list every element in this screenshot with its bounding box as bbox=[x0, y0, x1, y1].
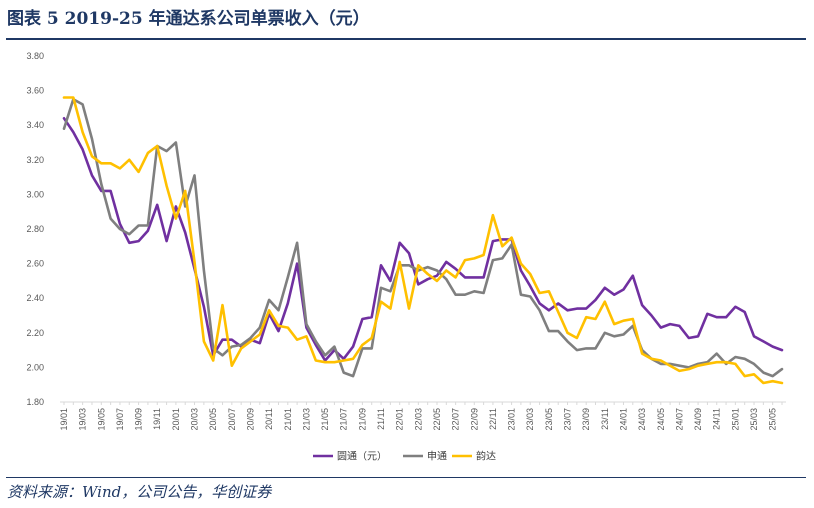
x-tick-label: 19/05 bbox=[96, 408, 106, 431]
x-tick-label: 19/11 bbox=[152, 408, 162, 430]
x-tick-label: 22/11 bbox=[488, 408, 498, 430]
x-tick-label: 23/01 bbox=[507, 408, 517, 431]
legend-label: 韵达 bbox=[476, 450, 496, 463]
y-tick-label: 2.80 bbox=[26, 224, 44, 234]
chart-title: 图表 5 2019-25 年通达系公司单票收入（元） bbox=[7, 9, 370, 29]
x-tick-label: 20/03 bbox=[190, 408, 200, 431]
x-tick-label: 20/09 bbox=[245, 408, 255, 431]
x-tick-label: 21/11 bbox=[376, 408, 386, 430]
title-divider bbox=[6, 38, 806, 40]
x-tick-label: 24/05 bbox=[656, 408, 666, 431]
x-tick-label: 24/07 bbox=[674, 408, 684, 431]
x-tick-label: 22/07 bbox=[451, 408, 461, 431]
x-tick-label: 21/07 bbox=[339, 408, 349, 431]
y-tick-label: 2.20 bbox=[26, 328, 44, 338]
x-tick-label: 19/07 bbox=[115, 408, 125, 431]
legend: 圆通（元） 申通 韵达 bbox=[313, 450, 496, 463]
y-tick-label: 3.20 bbox=[26, 155, 44, 165]
source-note: 资料来源：Wind，公司公告，华创证券 bbox=[7, 483, 272, 501]
x-axis-labels: 19/01 19/03 19/05 19/07 19/09 19/11 20/01 20/03… bbox=[59, 408, 778, 431]
x-tick-label: 23/07 bbox=[563, 408, 573, 431]
x-tick-label: 23/05 bbox=[544, 408, 554, 431]
x-tick-label: 21/03 bbox=[301, 408, 311, 431]
y-tick-label: 2.60 bbox=[26, 259, 44, 269]
x-tick-label: 22/01 bbox=[395, 408, 405, 431]
x-tick-label: 24/11 bbox=[712, 408, 722, 430]
x-tick-label: 21/09 bbox=[357, 408, 367, 431]
x-tick-label: 25/05 bbox=[768, 408, 778, 431]
series-line-1 bbox=[62, 98, 784, 378]
x-tick-label: 19/01 bbox=[59, 408, 69, 431]
x-tick-label: 23/11 bbox=[600, 408, 610, 430]
x-tick-label: 25/03 bbox=[749, 408, 759, 431]
x-tick-label: 25/01 bbox=[730, 408, 740, 431]
y-tick-label: 3.80 bbox=[26, 51, 44, 61]
x-tick-label: 23/03 bbox=[525, 408, 535, 431]
x-tick-label: 23/09 bbox=[581, 408, 591, 431]
x-tick-label: 21/01 bbox=[283, 408, 293, 431]
footer-divider bbox=[6, 477, 806, 478]
y-tick-label: 2.40 bbox=[26, 293, 44, 303]
x-tick-label: 20/01 bbox=[171, 408, 181, 431]
x-tick-label: 21/05 bbox=[320, 408, 330, 431]
y-tick-label: 2.00 bbox=[26, 362, 44, 372]
y-tick-label: 1.80 bbox=[26, 397, 44, 407]
y-tick-label: 3.40 bbox=[26, 120, 44, 130]
series-line-2 bbox=[62, 96, 784, 385]
legend-label: 圆通（元） bbox=[337, 451, 387, 463]
x-tick-label: 20/11 bbox=[264, 408, 274, 430]
x-tick-label: 24/09 bbox=[693, 408, 703, 431]
x-axis-ticks bbox=[63, 402, 783, 405]
x-tick-label: 22/05 bbox=[432, 408, 442, 431]
x-tick-label: 22/03 bbox=[413, 408, 423, 431]
x-tick-label: 19/03 bbox=[78, 408, 88, 431]
series-lines bbox=[62, 96, 784, 385]
y-axis-labels: 3.80 3.60 3.40 3.20 3.00 2.80 2.60 2.40 2.20 2.00… bbox=[26, 51, 44, 407]
x-tick-label: 19/09 bbox=[134, 408, 144, 431]
x-tick-label: 24/01 bbox=[618, 408, 628, 431]
x-tick-label: 20/07 bbox=[227, 408, 237, 431]
x-tick-label: 20/05 bbox=[208, 408, 218, 431]
series-line-0 bbox=[62, 117, 784, 362]
x-tick-label: 24/03 bbox=[637, 408, 647, 431]
y-tick-label: 3.60 bbox=[26, 86, 44, 96]
legend-label: 申通 bbox=[427, 450, 447, 463]
y-tick-label: 3.00 bbox=[26, 189, 44, 199]
x-tick-label: 22/09 bbox=[469, 408, 479, 431]
